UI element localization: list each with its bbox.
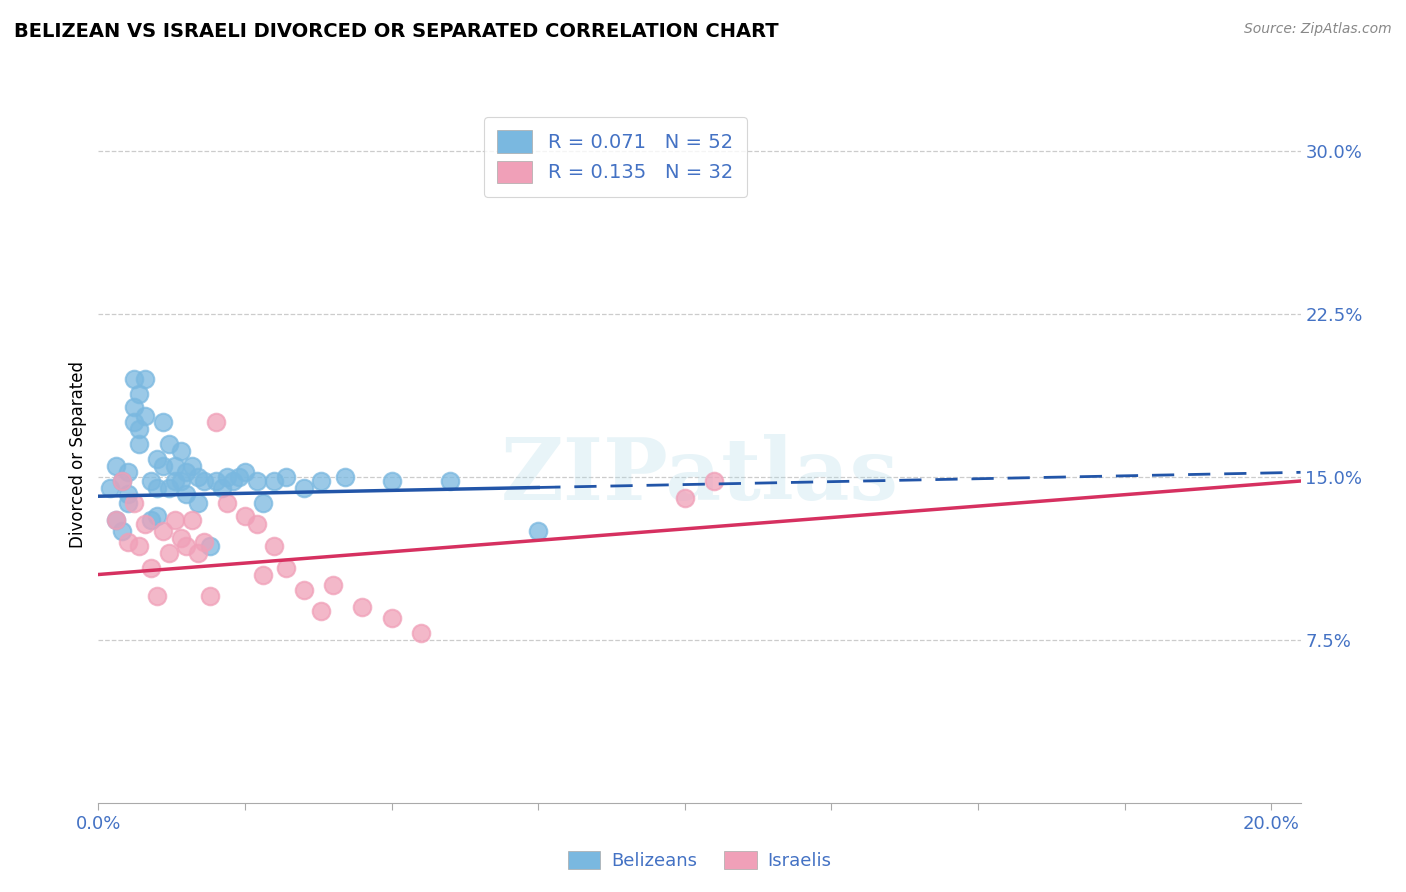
Point — [381, 474, 404, 488]
Point — [122, 400, 145, 414]
Point — [187, 496, 209, 510]
Point — [193, 535, 215, 549]
Point — [169, 531, 191, 545]
Point — [111, 474, 134, 488]
Point — [292, 481, 315, 495]
Point — [274, 561, 297, 575]
Point — [157, 437, 180, 451]
Point — [134, 517, 156, 532]
Point — [292, 582, 315, 597]
Point — [128, 539, 150, 553]
Text: BELIZEAN VS ISRAELI DIVORCED OR SEPARATED CORRELATION CHART: BELIZEAN VS ISRAELI DIVORCED OR SEPARATE… — [14, 22, 779, 41]
Point — [263, 474, 285, 488]
Point — [152, 415, 174, 429]
Point — [122, 496, 145, 510]
Point — [134, 409, 156, 423]
Point — [146, 589, 169, 603]
Point — [673, 491, 696, 506]
Point — [141, 474, 163, 488]
Point — [146, 508, 169, 523]
Point — [176, 487, 198, 501]
Point — [204, 415, 226, 429]
Point — [233, 508, 256, 523]
Point — [169, 443, 191, 458]
Point — [246, 517, 269, 532]
Point — [152, 524, 174, 538]
Point — [111, 474, 134, 488]
Point — [128, 437, 150, 451]
Point — [176, 466, 198, 480]
Point — [117, 487, 139, 501]
Point — [152, 458, 174, 473]
Point — [233, 466, 256, 480]
Point — [703, 474, 725, 488]
Point — [252, 567, 274, 582]
Point — [105, 458, 128, 473]
Point — [98, 481, 121, 495]
Point — [333, 469, 356, 483]
Text: ZIPatlas: ZIPatlas — [501, 434, 898, 517]
Point — [117, 466, 139, 480]
Point — [217, 496, 239, 510]
Point — [252, 496, 274, 510]
Point — [176, 539, 198, 553]
Point — [157, 481, 180, 495]
Point — [181, 513, 204, 527]
Point — [163, 474, 186, 488]
Point — [169, 474, 191, 488]
Point — [111, 524, 134, 538]
Text: Source: ZipAtlas.com: Source: ZipAtlas.com — [1244, 22, 1392, 37]
Point — [128, 387, 150, 401]
Point — [228, 469, 250, 483]
Point — [157, 546, 180, 560]
Point — [322, 578, 344, 592]
Point — [222, 474, 245, 488]
Point — [117, 496, 139, 510]
Legend: Belizeans, Israelis: Belizeans, Israelis — [561, 844, 838, 877]
Point — [163, 513, 186, 527]
Point — [105, 513, 128, 527]
Point — [352, 600, 374, 615]
Point — [146, 452, 169, 467]
Point — [163, 458, 186, 473]
Point — [309, 474, 332, 488]
Point — [381, 611, 404, 625]
Point — [409, 626, 432, 640]
Point — [128, 422, 150, 436]
Point — [146, 481, 169, 495]
Point — [246, 474, 269, 488]
Point — [122, 415, 145, 429]
Point — [217, 469, 239, 483]
Point — [141, 513, 163, 527]
Point — [141, 561, 163, 575]
Point — [439, 474, 461, 488]
Point — [105, 513, 128, 527]
Point — [309, 605, 332, 619]
Point — [198, 539, 221, 553]
Point — [193, 474, 215, 488]
Point — [527, 524, 550, 538]
Point — [198, 589, 221, 603]
Point — [187, 469, 209, 483]
Point — [117, 535, 139, 549]
Point — [211, 481, 233, 495]
Point — [181, 458, 204, 473]
Point — [263, 539, 285, 553]
Point — [274, 469, 297, 483]
Y-axis label: Divorced or Separated: Divorced or Separated — [69, 361, 87, 549]
Point — [134, 372, 156, 386]
Point — [122, 372, 145, 386]
Point — [187, 546, 209, 560]
Point — [204, 474, 226, 488]
